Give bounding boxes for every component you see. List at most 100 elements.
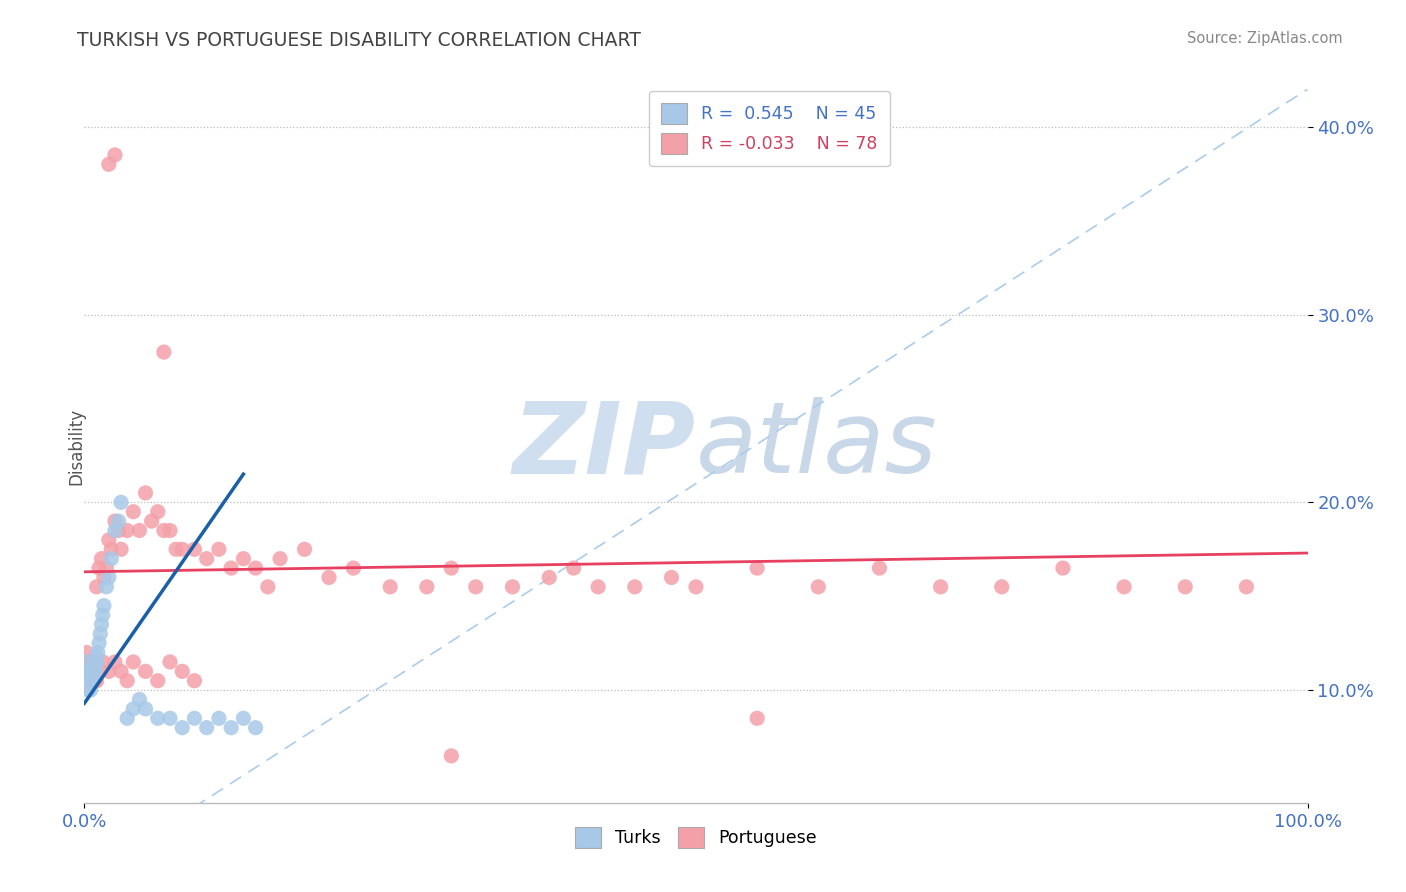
Point [929,580,952,594]
Point [75,655,97,669]
Point [107,514,129,528]
Point [77,673,100,688]
Point [159,524,181,538]
Point [100,542,122,557]
Point [208,711,231,725]
Point [86,649,108,664]
Point [153,345,176,359]
Point [76,646,98,660]
Point [77,683,100,698]
Point [84,673,107,688]
Point [661,570,683,584]
Point [183,673,205,688]
Point [110,542,132,557]
Point [115,673,138,688]
Point [464,580,486,594]
Point [159,655,181,669]
Point [104,514,127,528]
Point [80,668,103,682]
Point [122,655,145,669]
Point [1174,580,1197,594]
Point [83,665,105,679]
Point [75,665,97,679]
Point [82,673,104,688]
Point [440,561,463,575]
Text: Source: ZipAtlas.com: Source: ZipAtlas.com [1187,31,1343,46]
Point [1052,561,1074,575]
Point [87,561,110,575]
Point [153,524,176,538]
Point [380,580,402,594]
Point [269,551,291,566]
Point [135,702,157,716]
Point [562,561,585,575]
Point [110,495,132,509]
Point [97,665,120,679]
Y-axis label: Disability: Disability [67,408,84,484]
Point [77,665,100,679]
Point [586,580,609,594]
Text: ZIP: ZIP [513,398,696,494]
Point [80,673,103,688]
Point [79,683,101,698]
Point [991,580,1014,594]
Point [80,665,103,679]
Point [75,665,97,679]
Point [257,580,280,594]
Point [146,711,169,725]
Point [1236,580,1258,594]
Point [624,580,647,594]
Point [82,668,104,682]
Legend: Turks, Portuguese: Turks, Portuguese [568,820,824,855]
Point [165,542,187,557]
Point [747,711,769,725]
Point [1114,580,1136,594]
Point [183,542,205,557]
Point [747,561,769,575]
Point [208,542,231,557]
Point [115,711,138,725]
Point [89,627,111,641]
Point [79,673,101,688]
Point [115,524,138,538]
Point [86,673,108,688]
Point [79,655,101,669]
Point [538,570,561,584]
Point [219,721,242,735]
Point [77,655,100,669]
Point [97,157,120,171]
Point [96,561,118,575]
Point [79,655,101,669]
Point [104,148,127,162]
Point [76,665,98,679]
Point [128,692,150,706]
Point [159,711,181,725]
Point [96,580,118,594]
Point [86,580,108,594]
Point [869,561,891,575]
Point [195,721,218,735]
Point [93,599,115,613]
Point [84,655,107,669]
Point [97,570,120,584]
Point [100,551,122,566]
Point [807,580,830,594]
Point [91,655,114,669]
Point [146,505,169,519]
Point [245,721,267,735]
Point [183,711,205,725]
Point [219,561,242,575]
Point [104,655,127,669]
Point [172,721,194,735]
Point [82,673,104,688]
Point [76,673,98,688]
Point [110,665,132,679]
Point [84,660,107,674]
Point [685,580,707,594]
Point [232,551,254,566]
Point [90,551,112,566]
Point [87,646,110,660]
Point [141,514,163,528]
Point [86,655,108,669]
Point [83,665,105,679]
